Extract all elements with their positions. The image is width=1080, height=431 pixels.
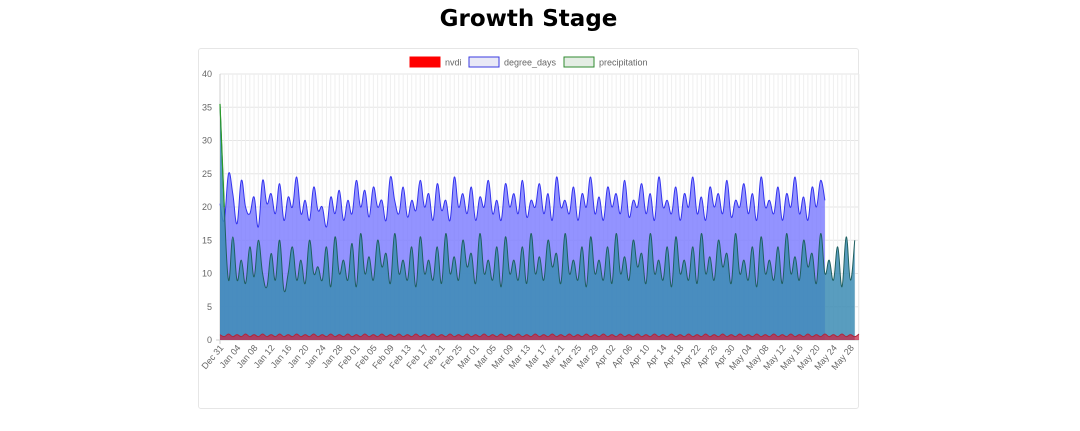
- legend-swatch-precipitation: [563, 56, 595, 68]
- y-tick-label: 20: [202, 202, 212, 212]
- precipitation-start-segment: [219, 103, 225, 208]
- page-title: Growth Stage: [439, 6, 618, 32]
- legend-label-nvdi: nvdi: [445, 58, 462, 68]
- y-tick-label: 15: [202, 235, 212, 245]
- series-line-degree-days: [219, 172, 826, 228]
- series-line-precipitation: [219, 103, 856, 293]
- y-tick-label: 35: [202, 102, 212, 112]
- legend: nvdi degree_days precipitation: [409, 56, 648, 68]
- legend-label-degree-days: degree_days: [504, 58, 557, 68]
- y-tick-label: 5: [207, 302, 212, 312]
- legend-swatch-degree-days: [468, 56, 500, 68]
- y-tick-label: 25: [202, 169, 212, 179]
- y-tick-label: 30: [202, 136, 212, 146]
- series-line-nvdi: [219, 333, 860, 338]
- y-tick-label: 10: [202, 269, 212, 279]
- y-tick-label: 0: [207, 335, 212, 345]
- legend-swatch-nvdi: [409, 56, 441, 68]
- legend-label-precipitation: precipitation: [599, 58, 648, 68]
- y-tick-label: 40: [202, 69, 212, 79]
- chart-container: 0 5 10 15 20 25 30 35 40 Dec 31 Jan 04 Jan 08 Jan 12…: [198, 48, 860, 409]
